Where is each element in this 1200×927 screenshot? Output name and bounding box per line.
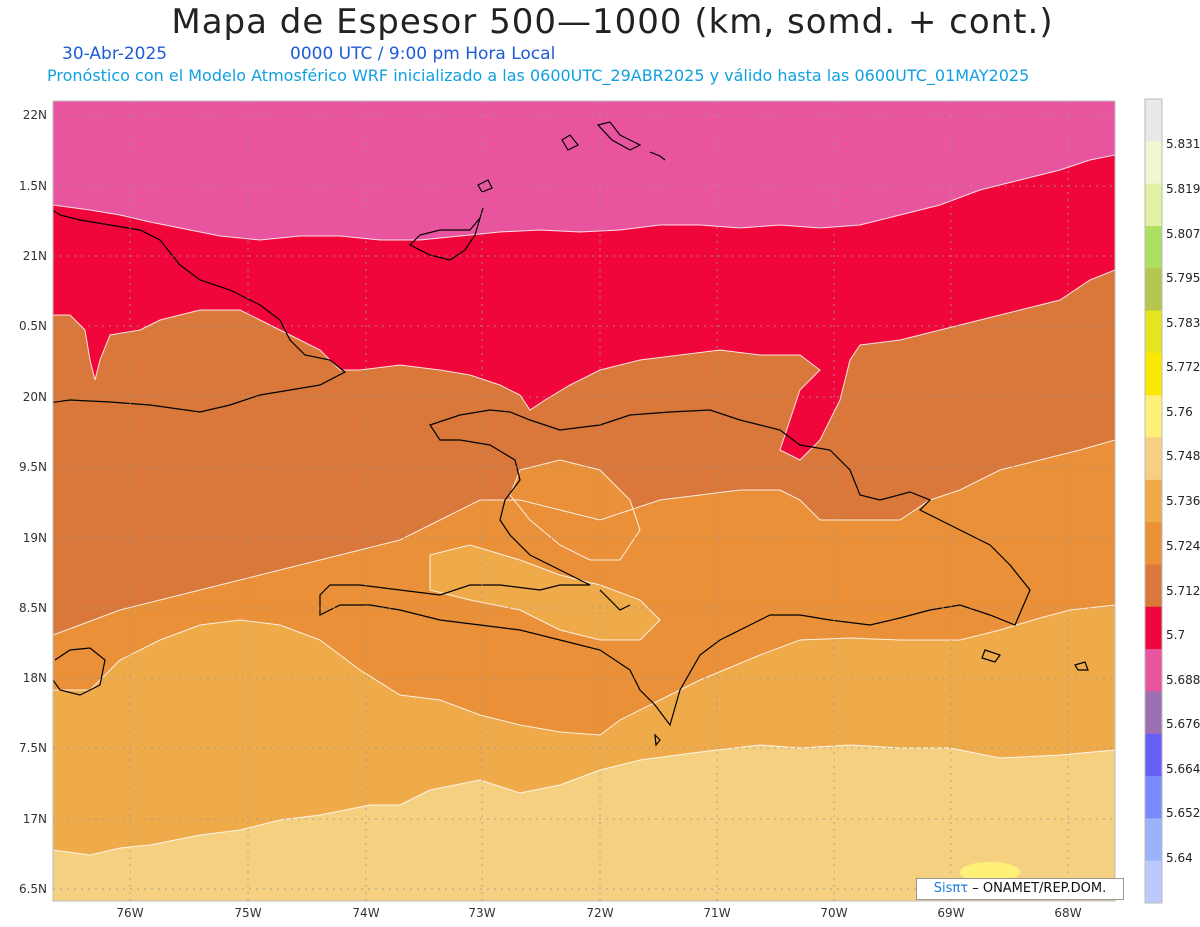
- colorbar-label: 5.712: [1166, 584, 1200, 598]
- lon-label: 76W: [116, 906, 143, 920]
- lat-label: 21N: [23, 249, 47, 263]
- colorbar-label: 5.748: [1166, 449, 1200, 463]
- colorbar-swatch: [1145, 818, 1162, 862]
- colorbar-label: 5.807: [1166, 227, 1200, 241]
- thickness-patch-5760: [960, 862, 1020, 882]
- colorbar-swatch: [1145, 99, 1162, 142]
- lon-label: 70W: [820, 906, 847, 920]
- colorbar-label: 5.664: [1166, 762, 1200, 776]
- colorbar-swatch: [1145, 225, 1162, 269]
- thickness-band-5688: [53, 101, 1115, 240]
- colorbar-label: 5.736: [1166, 494, 1200, 508]
- colorbar-swatch: [1145, 860, 1162, 904]
- forecast-time: 0000 UTC / 9:00 pm Hora Local: [290, 44, 556, 64]
- colorbar-swatch: [1145, 649, 1162, 692]
- colorbar-label: 5.795: [1166, 271, 1200, 285]
- lon-label: 71W: [703, 906, 730, 920]
- coastlines: [53, 121, 1089, 747]
- colorbar-label: 5.831: [1166, 137, 1200, 151]
- lat-label: 20N: [23, 390, 47, 404]
- colorbar-swatch: [1145, 352, 1162, 396]
- colorbar-label: 5.819: [1166, 182, 1200, 196]
- colorbar-label: 5.783: [1166, 316, 1200, 330]
- graticule: [53, 101, 1115, 901]
- colorbar-swatch: [1145, 310, 1162, 354]
- lon-label: 72W: [586, 906, 613, 920]
- colorbar-label: 5.7: [1166, 628, 1186, 642]
- lon-label: 73W: [468, 906, 495, 920]
- lat-label: 1.5N: [19, 179, 47, 193]
- lat-label: 0.5N: [19, 319, 47, 333]
- lat-label: 8.5N: [19, 601, 47, 615]
- thickness-patch-central: [510, 460, 640, 560]
- colorbar-swatch: [1145, 733, 1162, 777]
- credit-brand: Sisπτ: [933, 881, 969, 896]
- colorbar-swatch: [1145, 606, 1162, 650]
- colorbar-frame: [1144, 98, 1163, 904]
- colorbar-swatch: [1145, 522, 1162, 565]
- lon-label: 74W: [352, 906, 379, 920]
- colorbar-swatch: [1145, 479, 1162, 523]
- colorbar-swatch: [1145, 183, 1162, 227]
- lon-label: 68W: [1054, 906, 1081, 920]
- colorbar-label: 5.676: [1166, 717, 1200, 731]
- lat-label: 17N: [23, 812, 47, 826]
- colorbar-swatch: [1145, 564, 1162, 608]
- colorbar-label: 5.64: [1166, 851, 1193, 865]
- colorbar-label: 5.772: [1166, 360, 1200, 374]
- colorbar-label: 5.652: [1166, 806, 1200, 820]
- longitude-labels: 76W 75W 74W 73W 72W 71W 70W 69W 68W: [116, 906, 1081, 920]
- lat-label: 22N: [23, 108, 47, 122]
- model-info-line: Pronóstico con el Modelo Atmosférico WRF…: [47, 66, 1030, 85]
- colorbar-label: 5.76: [1166, 405, 1193, 419]
- forecast-date: 30-Abr-2025: [62, 44, 168, 64]
- lat-label: 19N: [23, 531, 47, 545]
- colorbar-label: 5.724: [1166, 539, 1200, 553]
- credit-text: – ONAMET/REP.DOM.: [972, 881, 1107, 896]
- colorbar-swatch: [1145, 437, 1162, 481]
- lat-label: 18N: [23, 671, 47, 685]
- lat-label: 6.5N: [19, 882, 47, 896]
- lon-label: 75W: [234, 906, 261, 920]
- colorbar-swatch: [1145, 268, 1162, 312]
- map-frame: [52, 100, 1116, 902]
- colorbar-swatch: [1145, 691, 1162, 735]
- credit-box: Sisπτ – ONAMET/REP.DOM.: [916, 878, 1124, 900]
- lat-label: 9.5N: [19, 460, 47, 474]
- colorbar-label: 5.688: [1166, 673, 1200, 687]
- lon-label: 69W: [937, 906, 964, 920]
- colorbar-swatch: [1145, 776, 1162, 819]
- lat-label: 7.5N: [19, 741, 47, 755]
- latitude-labels: 22N 1.5N 21N 0.5N 20N 9.5N 19N 8.5N 18N …: [19, 108, 47, 896]
- colorbar-swatch: [1145, 141, 1162, 185]
- colorbar: [1144, 98, 1163, 904]
- thickness-patch-5736-light: [430, 545, 660, 640]
- map-title: Mapa de Espesor 500—1000 (km, somd. + co…: [171, 2, 1054, 42]
- colorbar-swatch: [1145, 395, 1162, 439]
